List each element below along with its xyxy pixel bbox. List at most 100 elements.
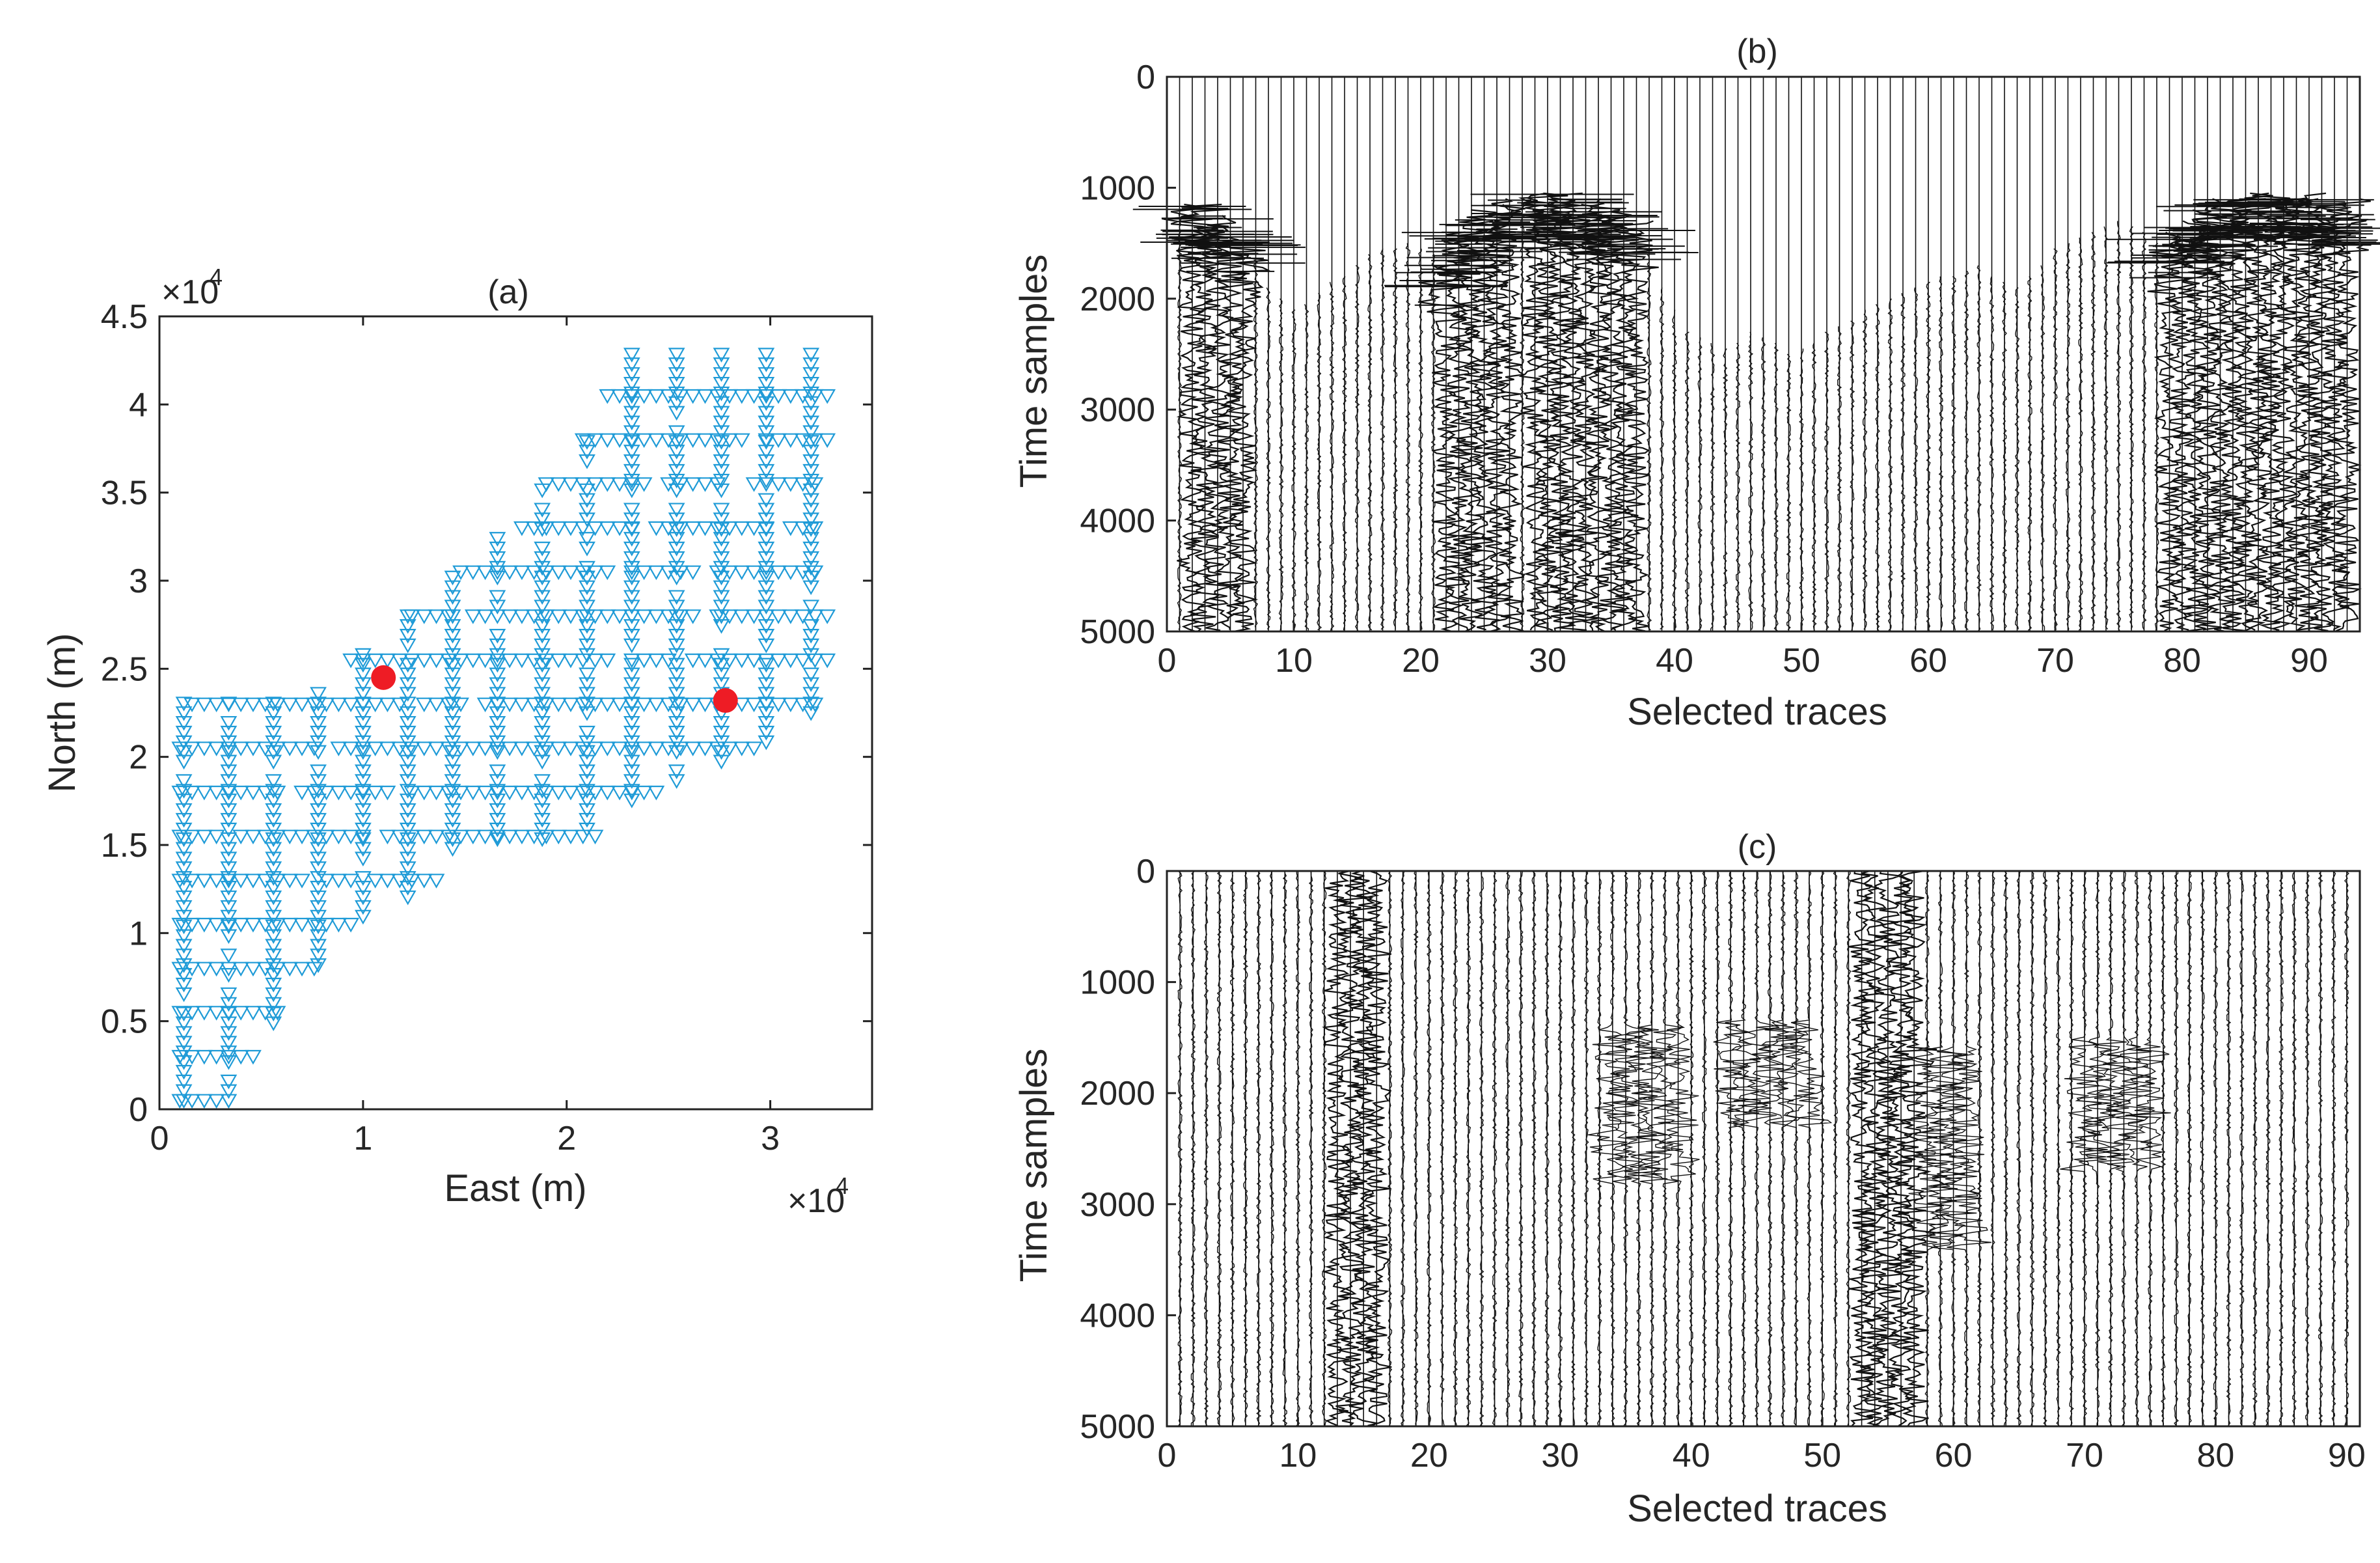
station-marker <box>668 542 685 557</box>
station-marker <box>444 638 461 654</box>
station-marker <box>265 1016 282 1032</box>
station-marker <box>354 754 372 770</box>
y-tick-label: 3.5 <box>101 475 148 512</box>
trace-wiggle <box>1342 276 1347 631</box>
station-marker <box>668 463 685 479</box>
station-marker <box>758 677 775 693</box>
station-marker <box>265 735 282 751</box>
station-marker <box>611 697 628 713</box>
station-marker <box>318 697 335 713</box>
station-marker <box>175 822 193 838</box>
trace-wiggle <box>2027 276 2032 631</box>
station-marker <box>444 697 461 712</box>
station-marker <box>758 348 775 363</box>
trace-wiggle <box>1603 870 1646 1426</box>
y-tick-label: 2.5 <box>101 650 148 688</box>
trace-wiggle <box>1282 870 1288 1426</box>
trace-wiggle <box>2055 870 2061 1426</box>
station-marker <box>310 803 327 818</box>
station-marker <box>733 741 750 756</box>
station-marker <box>354 657 372 673</box>
trace-wiggle <box>1715 870 1720 1426</box>
station-marker <box>579 503 595 518</box>
station-marker <box>281 917 299 933</box>
trace-wiggle <box>2185 209 2236 631</box>
station-marker <box>171 917 189 933</box>
trace-wiggle <box>2042 870 2048 1426</box>
station-marker <box>579 619 595 634</box>
station-marker <box>310 774 327 789</box>
station-marker <box>513 609 530 624</box>
trace-wiggle <box>1544 870 1550 1426</box>
station-marker <box>366 697 384 713</box>
station-marker <box>476 609 494 624</box>
station-marker <box>534 570 551 586</box>
station-marker <box>623 565 640 581</box>
trace-wiggle <box>2126 870 2171 1426</box>
station-marker <box>444 832 461 848</box>
station-marker <box>399 725 417 741</box>
trace-wiggle <box>1615 220 1659 632</box>
station-marker <box>489 687 506 702</box>
x-tick-label: 30 <box>1529 642 1566 680</box>
trace-wiggle <box>2016 870 2022 1426</box>
station-marker <box>444 687 461 702</box>
station-marker <box>444 715 461 731</box>
station-marker <box>476 697 494 713</box>
station-marker <box>611 785 628 801</box>
station-marker <box>599 477 616 492</box>
trace-wiggle <box>2213 870 2219 1426</box>
station-marker <box>245 829 262 845</box>
station-marker <box>310 735 327 751</box>
trace-wiggle <box>1811 342 1817 631</box>
station-marker <box>713 522 730 537</box>
station-marker <box>175 1084 193 1100</box>
station-marker <box>220 948 238 963</box>
panel-a-station-map: (a) 0 1 2 3 0 0.5 1 1.5 2 2.5 3 3.5 4 4.5 East (m) N… <box>41 264 873 1220</box>
station-marker <box>354 764 372 779</box>
station-marker <box>782 389 799 404</box>
station-marker <box>220 1074 238 1090</box>
station-marker <box>489 794 506 809</box>
trace-wiggle <box>1400 870 1406 1426</box>
station-marker <box>404 874 420 889</box>
trace-wiggle <box>1242 870 1249 1426</box>
station-marker <box>534 822 551 838</box>
station-marker <box>220 997 238 1012</box>
trace-wiggle <box>1163 203 1218 633</box>
trace-wiggle <box>1976 870 1982 1426</box>
station-marker <box>175 1045 193 1060</box>
trace-wiggle <box>1492 870 1498 1426</box>
station-marker <box>668 560 685 576</box>
station-marker <box>232 1006 250 1021</box>
station-marker <box>534 522 551 537</box>
trace-wiggle <box>1452 870 1458 1426</box>
trace-wiggle <box>1615 870 1664 1426</box>
station-marker <box>623 570 640 586</box>
station-marker <box>660 697 677 713</box>
station-marker <box>184 874 200 889</box>
station-marker <box>770 565 787 581</box>
y-tick-label: 3 <box>129 562 148 600</box>
station-marker <box>709 521 726 536</box>
station-marker <box>489 774 506 789</box>
station-marker <box>175 784 193 799</box>
trace-wiggle <box>1598 214 1647 631</box>
station-marker <box>713 454 730 469</box>
station-marker <box>660 653 677 669</box>
x-tick-label: 60 <box>1935 1437 1973 1474</box>
station-marker <box>265 832 282 848</box>
trace-wiggle <box>1581 203 1622 633</box>
trace-wiggle <box>1486 198 1532 632</box>
station-marker <box>579 512 595 527</box>
station-marker <box>802 445 820 460</box>
station-marker <box>758 580 775 596</box>
x-tick-label: 1 <box>353 1120 372 1157</box>
trace-wiggle <box>1914 870 1963 1426</box>
station-marker <box>579 629 595 644</box>
station-marker <box>444 580 461 596</box>
station-marker <box>713 406 730 421</box>
station-marker <box>745 653 763 669</box>
station-marker <box>444 619 461 634</box>
trace-wiggle <box>1858 870 1890 1427</box>
